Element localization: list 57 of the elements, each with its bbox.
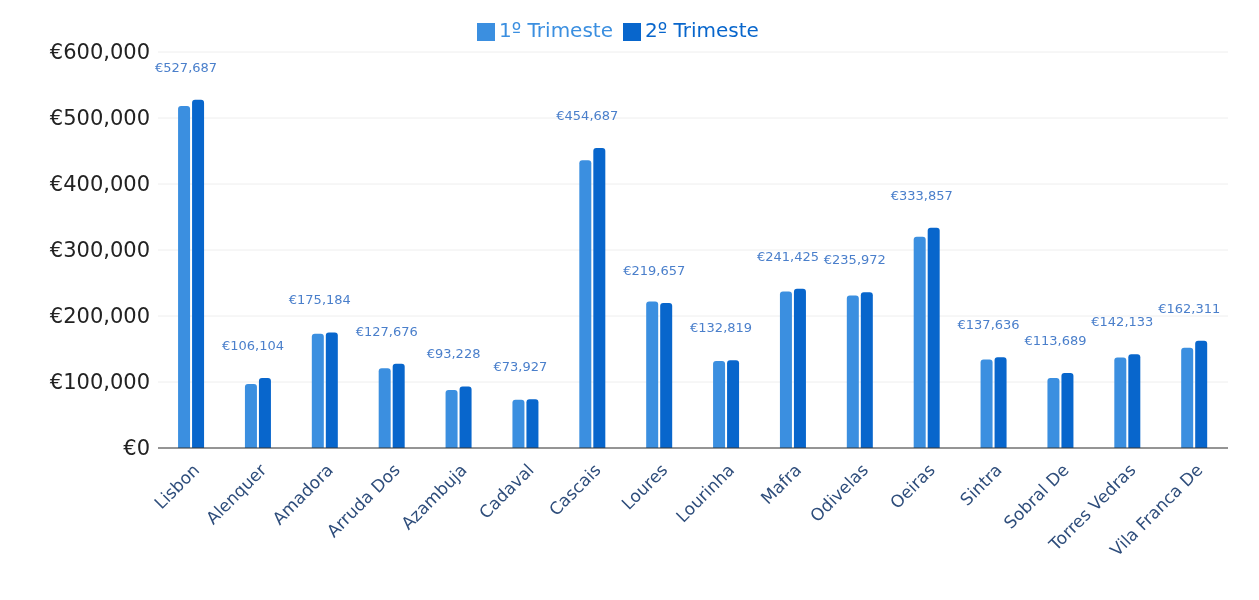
bar bbox=[1047, 378, 1060, 448]
bar bbox=[1128, 354, 1141, 448]
bar bbox=[459, 386, 472, 448]
bar bbox=[713, 360, 726, 448]
y-tick-label: €200,000 bbox=[49, 304, 150, 329]
legend-label: 1º Trimeste bbox=[499, 18, 613, 42]
y-tick-label: €600,000 bbox=[49, 40, 150, 65]
bar bbox=[994, 357, 1007, 448]
data-label: €175,184 bbox=[288, 292, 351, 308]
y-tick-label: €100,000 bbox=[49, 370, 150, 395]
data-label: €106,104 bbox=[221, 337, 284, 353]
bar bbox=[244, 383, 257, 448]
bar bbox=[192, 99, 205, 448]
data-label: €137,636 bbox=[957, 317, 1020, 333]
data-label: €235,972 bbox=[823, 252, 886, 268]
data-label: €527,687 bbox=[155, 59, 218, 75]
y-tick-label: €500,000 bbox=[49, 106, 150, 131]
data-label: €132,819 bbox=[690, 320, 753, 336]
y-tick-label: €400,000 bbox=[49, 172, 150, 197]
data-label: €219,657 bbox=[623, 263, 686, 279]
data-label: €333,857 bbox=[890, 187, 953, 203]
bar bbox=[927, 227, 940, 448]
bar bbox=[727, 360, 740, 448]
bar bbox=[512, 399, 525, 448]
bar bbox=[1195, 340, 1208, 448]
data-label: €113,689 bbox=[1024, 332, 1087, 348]
data-label: €73,927 bbox=[493, 359, 548, 375]
y-tick-label: €300,000 bbox=[49, 238, 150, 263]
bar bbox=[980, 359, 993, 448]
bar bbox=[178, 106, 191, 448]
data-label: €142,133 bbox=[1091, 314, 1154, 330]
bar bbox=[1114, 357, 1127, 448]
legend-label: 2º Trimeste bbox=[645, 18, 759, 42]
bar bbox=[325, 332, 338, 448]
bar bbox=[258, 377, 271, 448]
data-label: €162,311 bbox=[1158, 300, 1221, 316]
bar bbox=[846, 295, 859, 448]
bar bbox=[526, 399, 539, 448]
bar bbox=[579, 160, 592, 448]
bar bbox=[793, 288, 806, 448]
bar bbox=[913, 236, 926, 448]
bar bbox=[1181, 347, 1194, 448]
bar bbox=[593, 147, 606, 448]
bar bbox=[660, 303, 673, 448]
bar bbox=[445, 389, 458, 448]
bar bbox=[1061, 372, 1074, 448]
bar bbox=[779, 291, 792, 448]
data-label: €127,676 bbox=[355, 323, 418, 339]
bar bbox=[311, 333, 324, 448]
data-label: €241,425 bbox=[756, 248, 819, 264]
bar bbox=[392, 363, 405, 448]
data-label: €93,228 bbox=[426, 346, 481, 362]
bar bbox=[646, 301, 659, 448]
bar bbox=[860, 292, 873, 448]
bar bbox=[378, 368, 391, 448]
y-tick-label: €0 bbox=[123, 436, 150, 461]
data-label: €454,687 bbox=[556, 107, 619, 123]
